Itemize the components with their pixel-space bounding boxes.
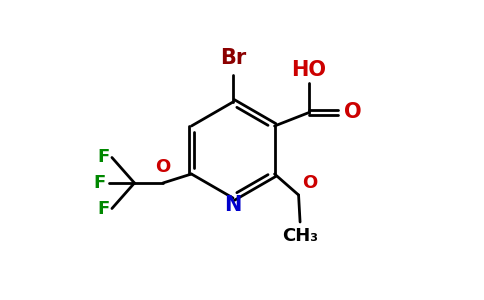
Text: F: F xyxy=(94,174,106,192)
Text: O: O xyxy=(344,103,361,122)
Text: Br: Br xyxy=(220,47,246,68)
Text: O: O xyxy=(302,174,318,192)
Text: F: F xyxy=(97,200,109,217)
Text: F: F xyxy=(97,148,109,166)
Text: N: N xyxy=(224,195,242,214)
Text: HO: HO xyxy=(291,60,327,80)
Text: CH₃: CH₃ xyxy=(282,227,318,245)
Text: O: O xyxy=(155,158,170,176)
